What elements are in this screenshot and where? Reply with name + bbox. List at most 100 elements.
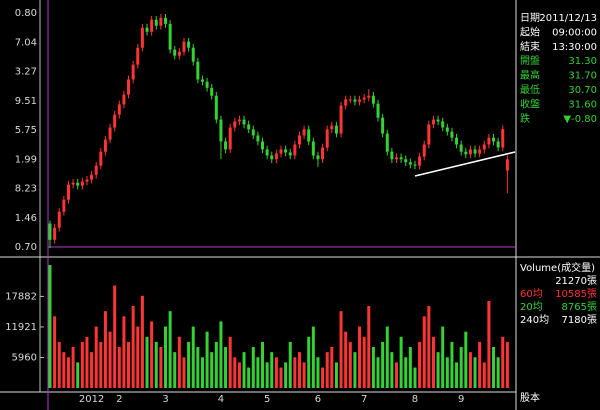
candle-body [90, 174, 94, 180]
candle-body [482, 144, 486, 150]
info-value: 31.30 [568, 56, 597, 67]
candle-body [501, 129, 505, 148]
candle-body [191, 47, 195, 62]
volume-bar [279, 367, 283, 388]
volume-bar [307, 336, 311, 388]
volume-bar [431, 336, 435, 388]
candle-body [261, 141, 265, 150]
volume-bar [251, 347, 255, 388]
volume-bar [122, 316, 126, 388]
volume-bar [214, 341, 218, 388]
candle-body [247, 124, 251, 130]
volume-bar [302, 362, 306, 388]
average-value: 7180張 [562, 314, 597, 326]
volume-bar [80, 341, 84, 388]
candle-body [353, 99, 357, 102]
candle-body [376, 103, 380, 118]
info-value: 2011/12/13 [539, 13, 597, 24]
info-value: 30.70 [568, 85, 597, 96]
candle-body [362, 97, 366, 100]
volume-bar [385, 326, 389, 388]
volume-bar [427, 306, 431, 388]
average-value: 10585張 [555, 288, 597, 300]
candle-body [339, 105, 343, 134]
candle-body [330, 125, 334, 130]
y-axis-label: 1.99 [15, 154, 37, 165]
volume-tick-label: 11921 [5, 322, 37, 333]
volume-bar [145, 336, 149, 388]
info-value: 09:00:00 [552, 27, 597, 38]
average-value: 8765張 [562, 301, 597, 313]
candle-body [307, 129, 311, 142]
candle-body [418, 156, 422, 166]
volume-bar [473, 357, 477, 388]
volume-bar [399, 336, 403, 388]
volume-bar [154, 341, 158, 388]
y-axis-label: 8.23 [15, 184, 37, 195]
volume-bar [219, 321, 223, 388]
volume-bar [358, 326, 362, 388]
candle-body [270, 155, 274, 160]
volume-bar [348, 341, 352, 388]
candle-body [492, 137, 496, 142]
candle-body [150, 19, 154, 32]
candle-body [196, 61, 200, 80]
candle-body [256, 135, 260, 142]
candle-body [478, 149, 482, 154]
volume-bar [205, 331, 209, 388]
x-tick-label: 5 [264, 394, 270, 405]
volume-bar [103, 311, 107, 388]
volume-bar [334, 362, 338, 388]
candle-body [205, 81, 209, 88]
volume-bar [316, 357, 320, 388]
volume-bar [339, 311, 343, 388]
candle-body [316, 155, 320, 160]
candle-body [468, 149, 472, 155]
info-value: 31.70 [568, 71, 597, 82]
y-axis-label: 3.27 [15, 67, 37, 78]
volume-bar [187, 341, 191, 388]
candle-body [182, 41, 186, 52]
info-label: 最高 [520, 69, 540, 82]
volume-bar [297, 352, 301, 388]
candle-body [228, 127, 232, 150]
volume-bar [182, 357, 186, 388]
volume-bar [191, 326, 195, 388]
average-label: 240均 [520, 314, 549, 326]
candle-body [371, 95, 375, 104]
volume-bar [501, 336, 505, 388]
x-tick-label: 4 [218, 394, 224, 405]
volume-bar [108, 331, 112, 388]
volume-bar [85, 336, 89, 388]
volume-bar [164, 326, 167, 388]
volume-bar [210, 352, 214, 388]
candle-body [108, 127, 112, 140]
x-tick-label: 8 [412, 394, 418, 405]
volume-bar [62, 352, 66, 388]
candle-body [441, 121, 445, 128]
candle-body [66, 184, 70, 200]
candle-body [297, 135, 301, 145]
candle-body [80, 181, 84, 186]
volume-bar [390, 352, 394, 388]
candle-body [57, 211, 61, 228]
candle-body [427, 124, 431, 145]
candle-body [367, 95, 371, 98]
candle-body [344, 99, 348, 106]
volume-bar [362, 336, 366, 388]
volume-bar [381, 341, 385, 388]
candle-body [173, 49, 177, 56]
candle-body [265, 149, 269, 156]
info-label: 跌 [520, 112, 530, 125]
candle-body [390, 151, 394, 160]
volume-bar [325, 352, 329, 388]
y-axis-label: 9.51 [15, 96, 37, 107]
x-tick-label: 7 [361, 394, 367, 405]
info-label: 收盤 [520, 97, 540, 110]
candle-body [85, 179, 89, 182]
candle-body [395, 157, 398, 160]
volume-bar [247, 367, 251, 388]
candle-body [187, 41, 191, 48]
volume-bar [330, 347, 334, 388]
